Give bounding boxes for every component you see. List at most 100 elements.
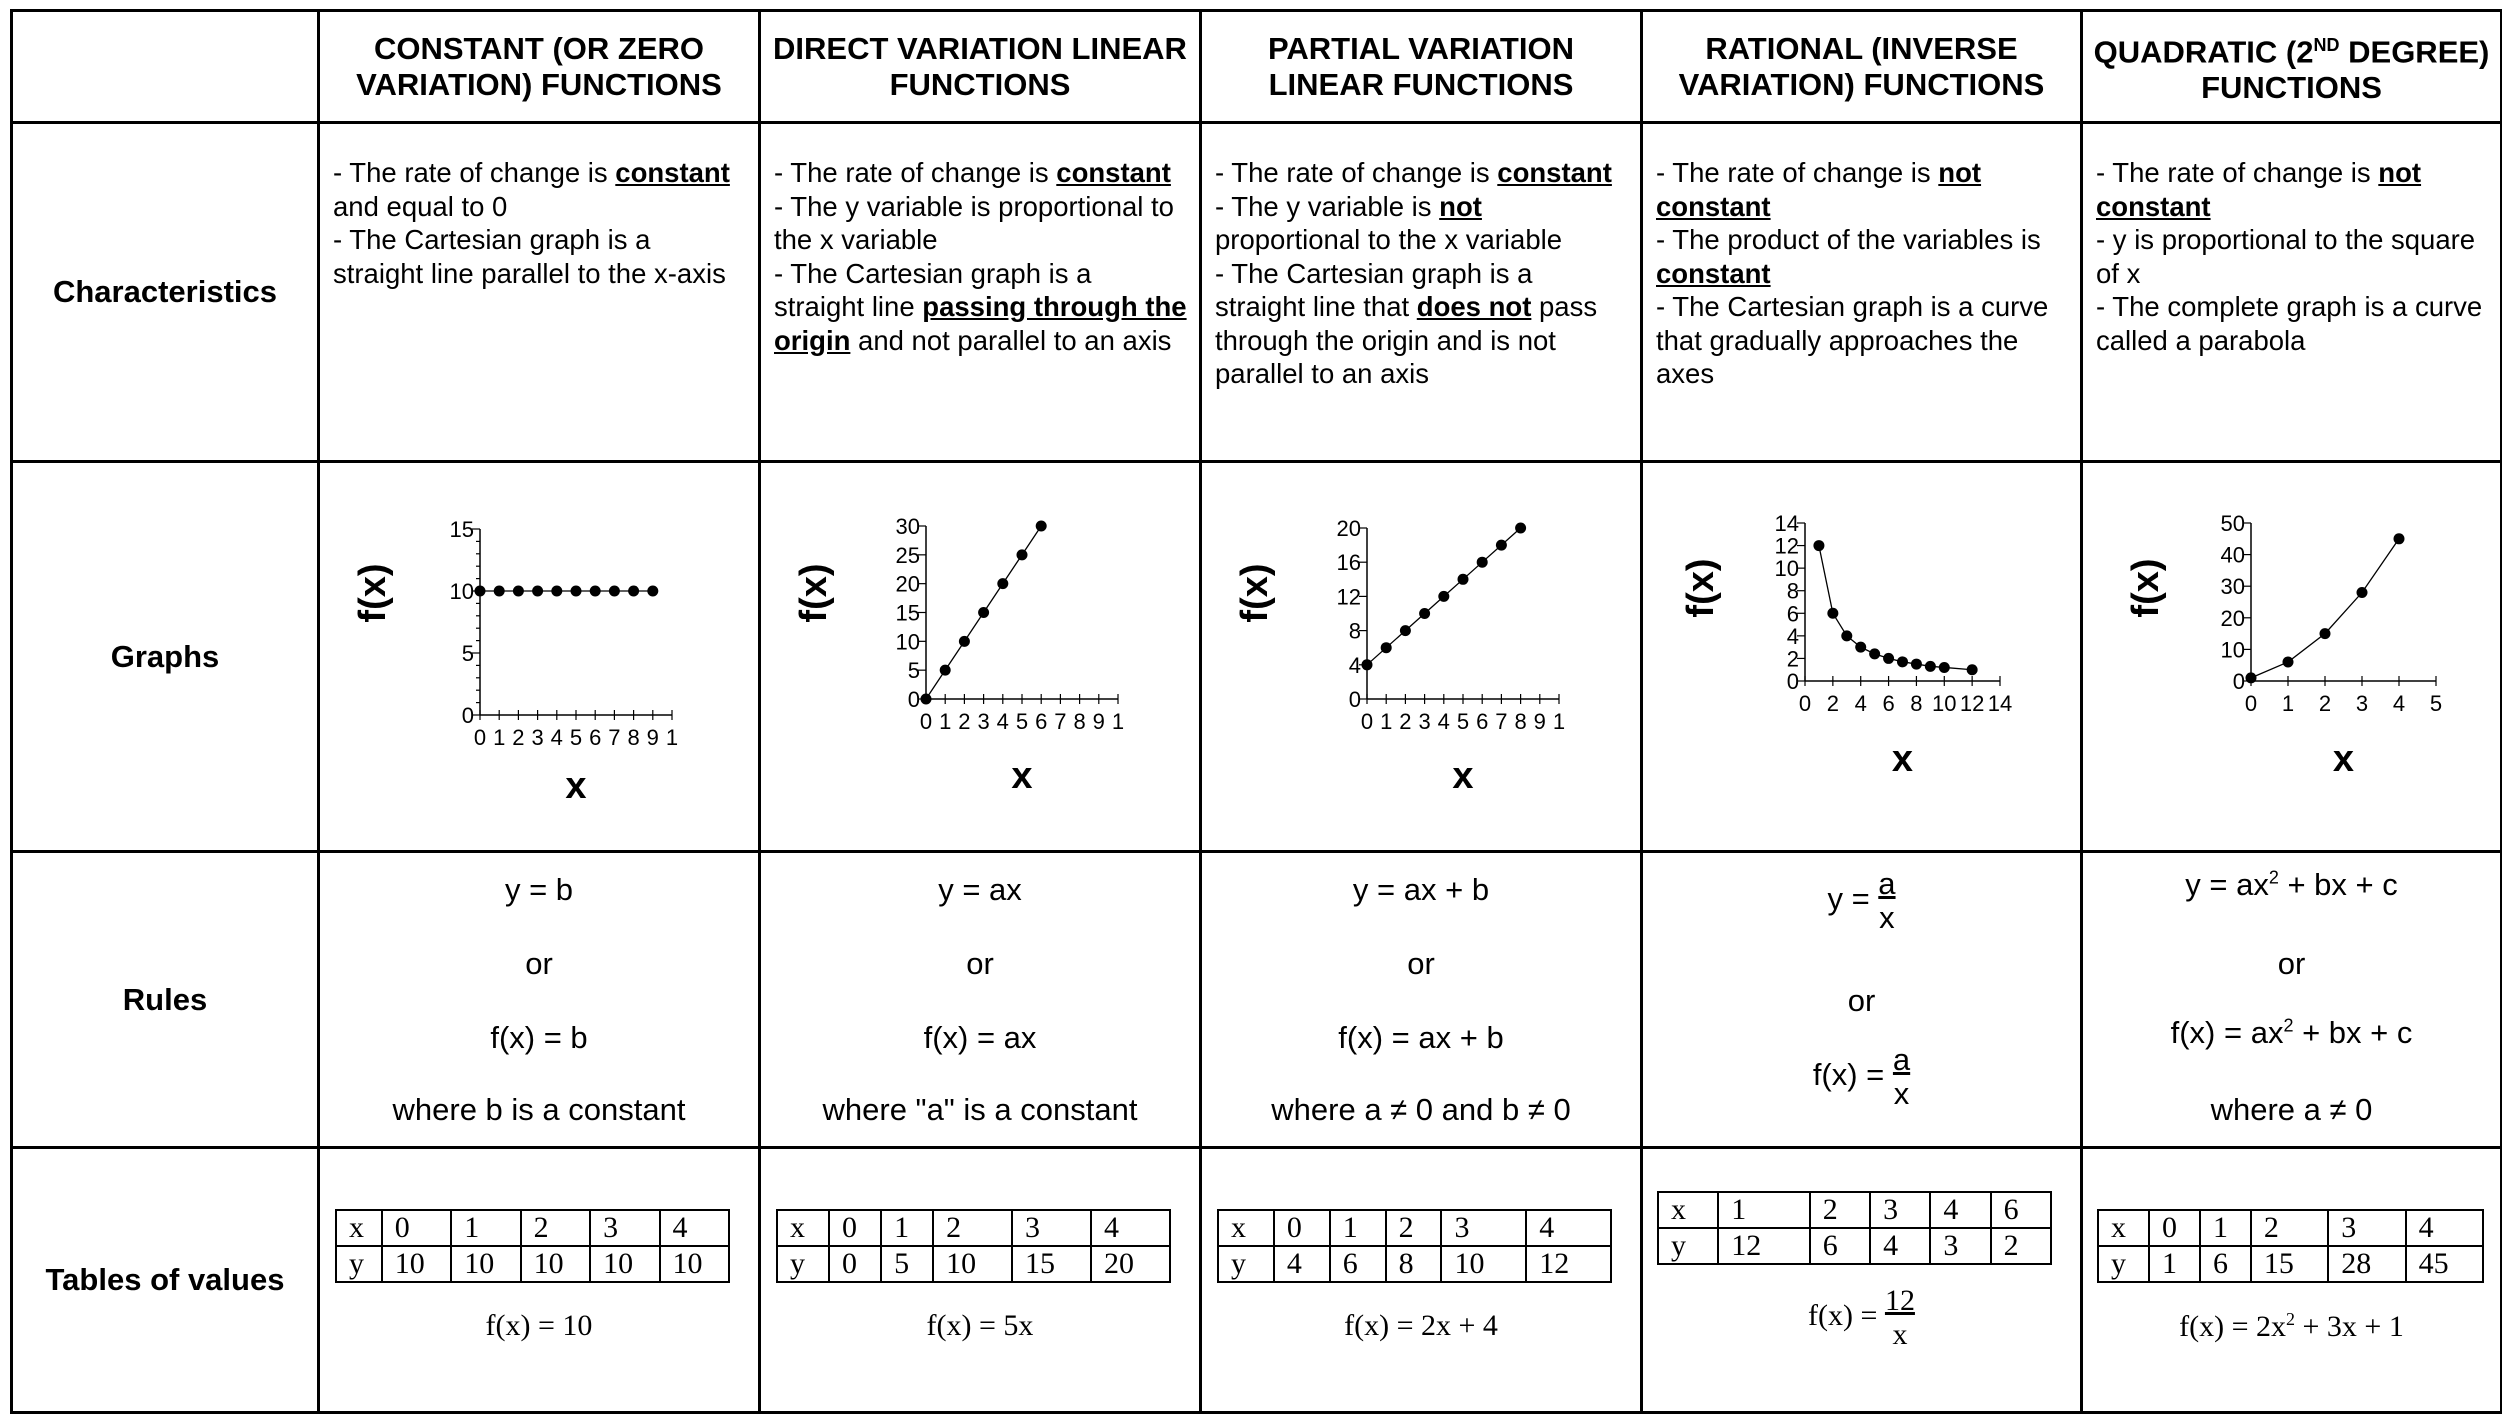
table-row: y 1 6 15 28 45 — [2097, 1245, 2485, 1283]
x-tick-label: 7 — [1495, 709, 1507, 734]
data-point — [1827, 607, 1839, 619]
rule-or: or — [2277, 946, 2306, 981]
table-cell: 3 — [1929, 1227, 1992, 1265]
table-cell-partial: x 0 1 2 3 4 y 4 6 8 10 12 f(x) = 2x + 4 — [1202, 1149, 1643, 1414]
fraction-denominator: x — [1879, 900, 1895, 935]
data-point — [1399, 625, 1411, 637]
graph-cell-constant: 0 1 2 3 4 5 6 7 8 9 1 0 5 10 15 x f(x) — [320, 463, 761, 853]
data-point — [647, 585, 659, 597]
x-tick-label: 1 — [2282, 691, 2294, 716]
x-tick-label: 9 — [1093, 709, 1105, 734]
eq-part: + 3x + 1 — [2295, 1310, 2404, 1343]
data-point — [493, 585, 505, 597]
x-tick-label: 4 — [997, 709, 1009, 734]
rule-part: f(x) = ax — [2170, 1015, 2284, 1050]
fraction-numerator: 12 — [1884, 1284, 1915, 1317]
x-tick-label: 0 — [920, 709, 932, 734]
fraction-denominator: x — [1893, 1076, 1910, 1111]
table-cell: 3 — [589, 1209, 661, 1247]
rule-part: y = ax — [2185, 867, 2269, 902]
data-point — [1855, 641, 1867, 653]
x-tick-label: 1 — [939, 709, 951, 734]
table-header-cell: x — [1656, 1191, 1720, 1229]
table-equation: f(x) = 5x — [926, 1309, 1034, 1342]
rule-part: + bx + c — [2293, 1015, 2413, 1050]
char-emphasis: constant — [1656, 257, 1771, 289]
y-tick-label: 4 — [1787, 624, 1799, 649]
char-text: proportional to the x variable — [1215, 224, 1563, 255]
x-tick-label: 0 — [474, 725, 486, 750]
rule-equation-fx: f(x) = ax — [923, 1020, 1037, 1055]
y-axis-label: f(x) — [1680, 558, 1722, 617]
y-tick-label: 20 — [896, 572, 920, 597]
x-tick-label: 0 — [2245, 691, 2257, 716]
char-text: - The product of the variables is — [1656, 224, 2041, 255]
x-tick-label: 5 — [570, 725, 582, 750]
y-tick-label: 0 — [1349, 687, 1361, 712]
data-point — [474, 585, 486, 597]
rule-or: or — [966, 946, 994, 981]
table-cell-constant: x 0 1 2 3 4 y 10 10 10 10 10 f(x) = 10 — [320, 1149, 761, 1414]
data-point — [551, 585, 563, 597]
y-tick-label: 50 — [2221, 511, 2245, 536]
table-equation: f(x) = 2x2 + 3x + 1 — [2083, 1309, 2500, 1344]
x-tick-label: 0 — [1361, 709, 1373, 734]
x-tick-label: 8 — [1910, 691, 1922, 716]
fraction: 12 x — [1885, 1284, 1915, 1352]
values-table: x 0 1 2 3 4 y 4 6 8 10 12 — [1217, 1209, 1612, 1283]
data-point — [1938, 661, 1950, 673]
table-cell: 10 — [658, 1245, 731, 1283]
graph-cell-partial: 0 1 2 3 4 5 6 7 8 9 1 0 4 8 12 16 20 x f(x) — [1202, 463, 1643, 853]
x-tick-label: 2 — [1399, 709, 1411, 734]
rules-partial: y = ax + b or f(x) = ax + b where a ≠ 0 … — [1202, 853, 1643, 1149]
y-tick-label: 30 — [896, 514, 920, 539]
x-tick-label: 1 — [1380, 709, 1392, 734]
data-point — [1419, 608, 1431, 619]
row-label-tables: Tables of values — [13, 1149, 320, 1414]
y-tick-label: 2 — [1787, 646, 1799, 671]
rule-note: where a ≠ 0 and b ≠ 0 — [1271, 1092, 1571, 1127]
row-label-rules: Rules — [13, 853, 320, 1149]
y-tick-label: 25 — [896, 543, 920, 568]
characteristics-constant: - The rate of change is constant and equ… — [320, 124, 761, 463]
table-cell: 0 — [2147, 1209, 2201, 1247]
x-tick-label: 6 — [1476, 709, 1488, 734]
data-point — [920, 693, 932, 705]
table-row: y 4 6 8 10 12 — [1217, 1245, 1612, 1283]
x-tick-label: 0 — [1799, 691, 1811, 716]
y-tick-label: 0 — [2233, 669, 2245, 694]
table-cell: 6 — [1328, 1245, 1387, 1283]
rule-equation-y: y = ax + b — [1352, 872, 1490, 907]
data-point — [1380, 642, 1392, 654]
table-cell: 4 — [1090, 1209, 1171, 1247]
data-point — [1438, 590, 1450, 602]
data-point — [1813, 540, 1825, 552]
x-axis-label: x — [565, 765, 586, 807]
x-tick-label: 12 — [1960, 691, 1984, 716]
char-text: - The Cartesian graph is a straight line — [774, 257, 1092, 323]
x-tick-label: 5 — [1016, 709, 1028, 734]
fraction-numerator: a — [1892, 1042, 1911, 1077]
x-axis-label: x — [1011, 755, 1032, 797]
table-cell: 1 — [2147, 1245, 2201, 1283]
data-point — [1869, 648, 1881, 660]
x-tick-label: 4 — [1855, 691, 1867, 716]
char-emphasis: constant — [1497, 157, 1612, 188]
y-tick-label: 15 — [896, 601, 920, 626]
y-tick-label: 20 — [2221, 606, 2245, 631]
table-cell: 1 — [450, 1209, 522, 1247]
rule-part: + bx + c — [2278, 867, 2398, 902]
rule-lhs: y = — [1827, 881, 1870, 917]
rule-or: or — [525, 946, 553, 981]
table-cell: 1 — [1717, 1191, 1811, 1229]
rule-note: where "a" is a constant — [822, 1092, 1138, 1127]
header-empty — [13, 12, 320, 124]
graph-cell-quadratic: 0 1 2 3 4 5 0 10 20 30 40 50 x f(x) — [2083, 463, 2502, 853]
table-cell: 10 — [932, 1245, 1014, 1283]
y-tick-label: 0 — [462, 703, 474, 728]
data-point — [1897, 656, 1908, 668]
y-tick-label: 16 — [1337, 550, 1361, 575]
x-tick-label: 8 — [1073, 709, 1085, 734]
